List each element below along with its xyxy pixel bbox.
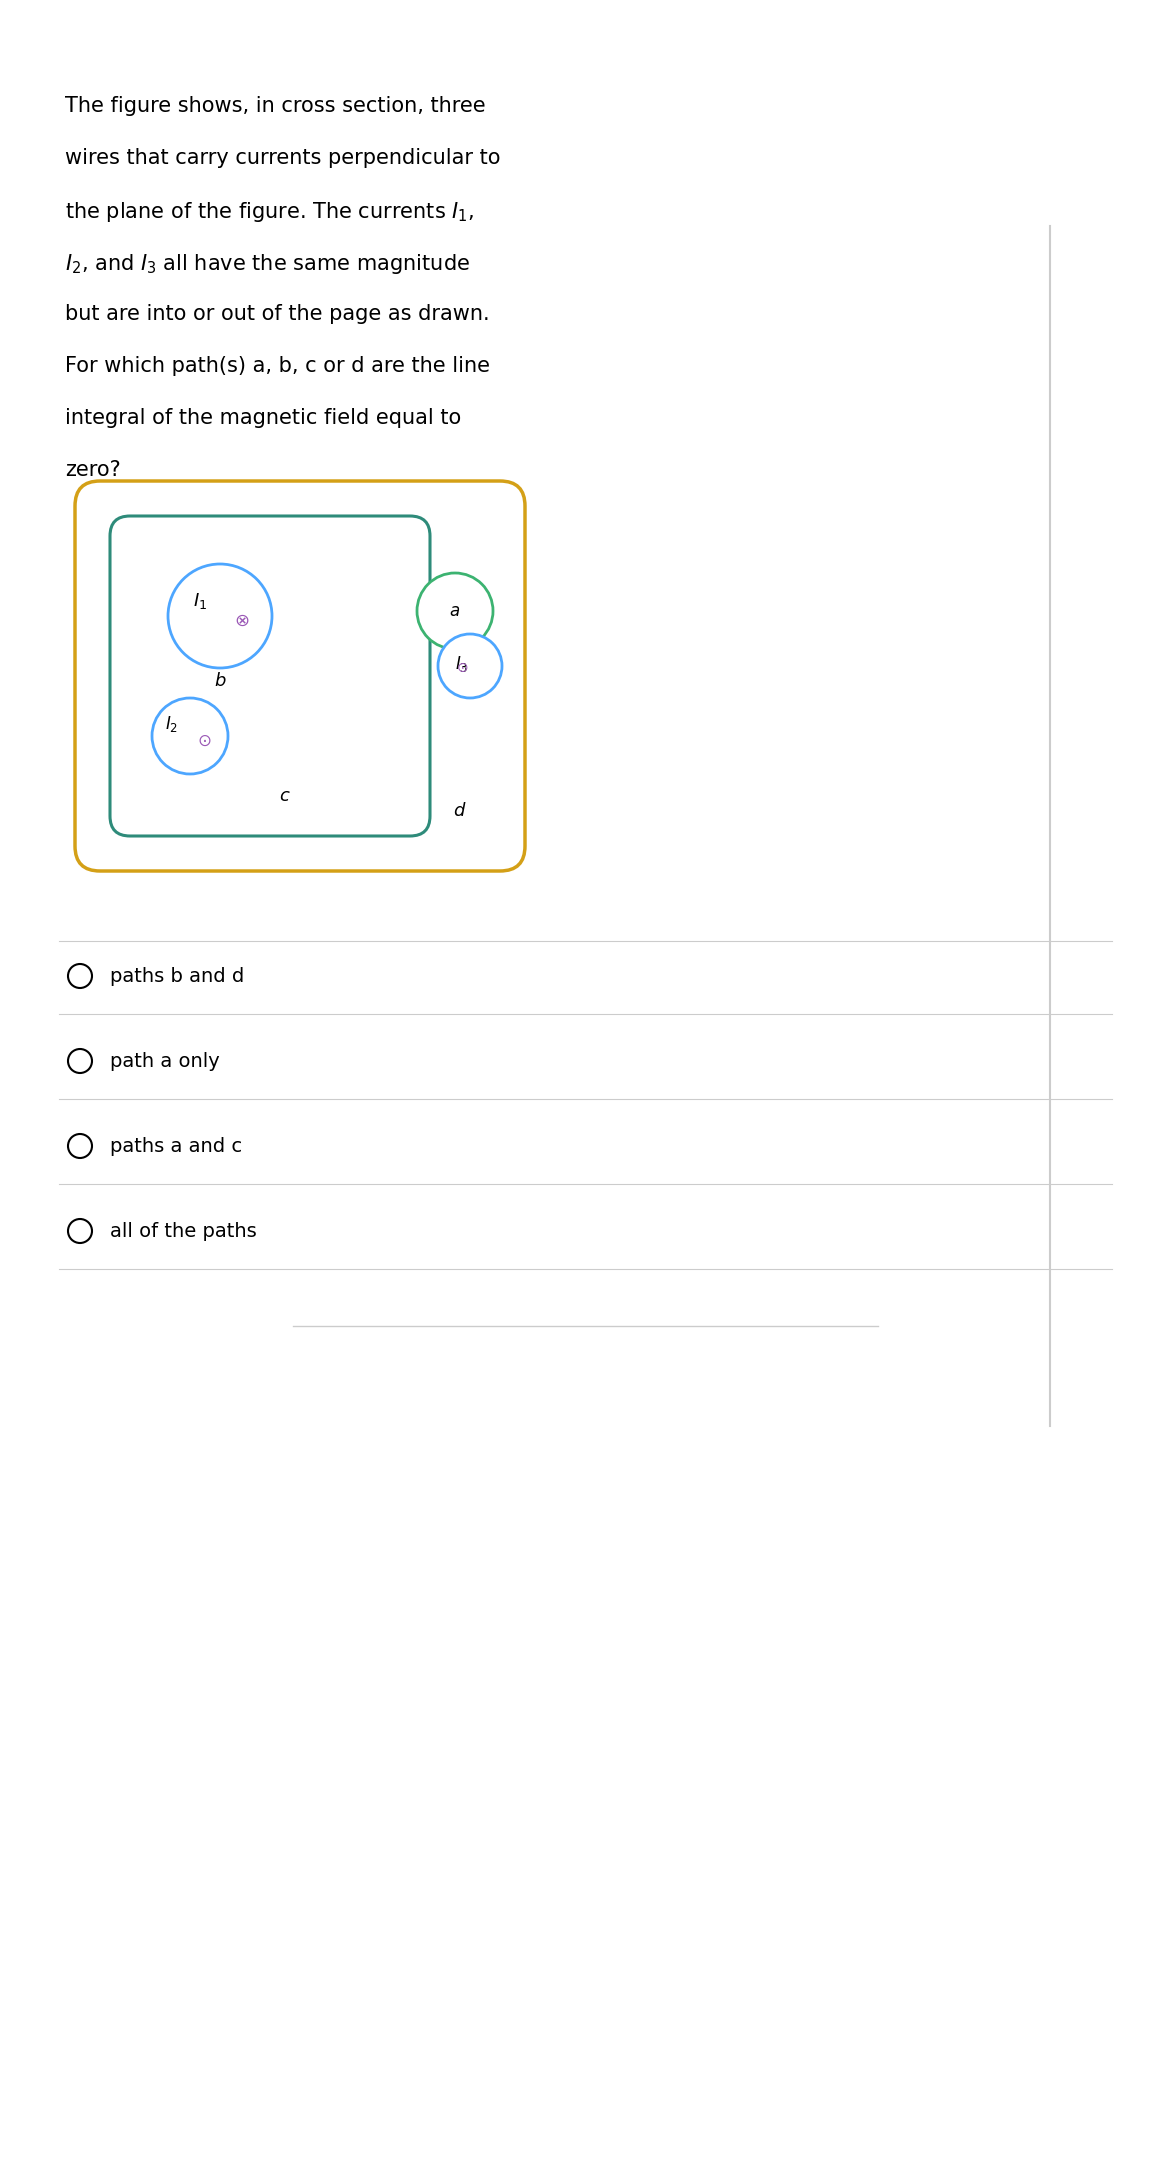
Text: $a$: $a$ [449, 603, 461, 620]
Text: $d$: $d$ [453, 803, 467, 820]
Text: the plane of the figure. The currents $I_1$,: the plane of the figure. The currents $I… [66, 200, 474, 224]
Text: $b$: $b$ [214, 672, 226, 690]
Circle shape [417, 572, 493, 648]
Text: integral of the magnetic field equal to: integral of the magnetic field equal to [66, 409, 461, 429]
Circle shape [68, 1134, 92, 1158]
Text: $I_3$: $I_3$ [455, 655, 468, 675]
Circle shape [438, 633, 502, 698]
Circle shape [168, 564, 271, 668]
Circle shape [68, 1049, 92, 1073]
Text: The figure shows, in cross section, three: The figure shows, in cross section, thre… [66, 96, 486, 115]
Circle shape [152, 698, 228, 775]
Text: paths b and d: paths b and d [110, 966, 245, 986]
Text: $I_2$, and $I_3$ all have the same magnitude: $I_2$, and $I_3$ all have the same magni… [66, 252, 470, 276]
Text: paths a and c: paths a and c [110, 1136, 242, 1155]
Text: all of the paths: all of the paths [110, 1221, 256, 1240]
Text: $\odot$: $\odot$ [456, 662, 468, 675]
Text: path a only: path a only [110, 1051, 220, 1071]
Text: zero?: zero? [66, 459, 121, 481]
Text: $I_2$: $I_2$ [165, 714, 179, 733]
Circle shape [68, 964, 92, 988]
Circle shape [68, 1219, 92, 1242]
Text: For which path(s) a, b, c or d are the line: For which path(s) a, b, c or d are the l… [66, 357, 490, 376]
Text: $I_1$: $I_1$ [193, 592, 207, 611]
Text: $\otimes$: $\otimes$ [234, 611, 249, 631]
Text: wires that carry currents perpendicular to: wires that carry currents perpendicular … [66, 148, 501, 168]
Text: $c$: $c$ [280, 788, 291, 805]
Text: $\odot$: $\odot$ [197, 731, 212, 751]
Text: but are into or out of the page as drawn.: but are into or out of the page as drawn… [66, 305, 489, 324]
